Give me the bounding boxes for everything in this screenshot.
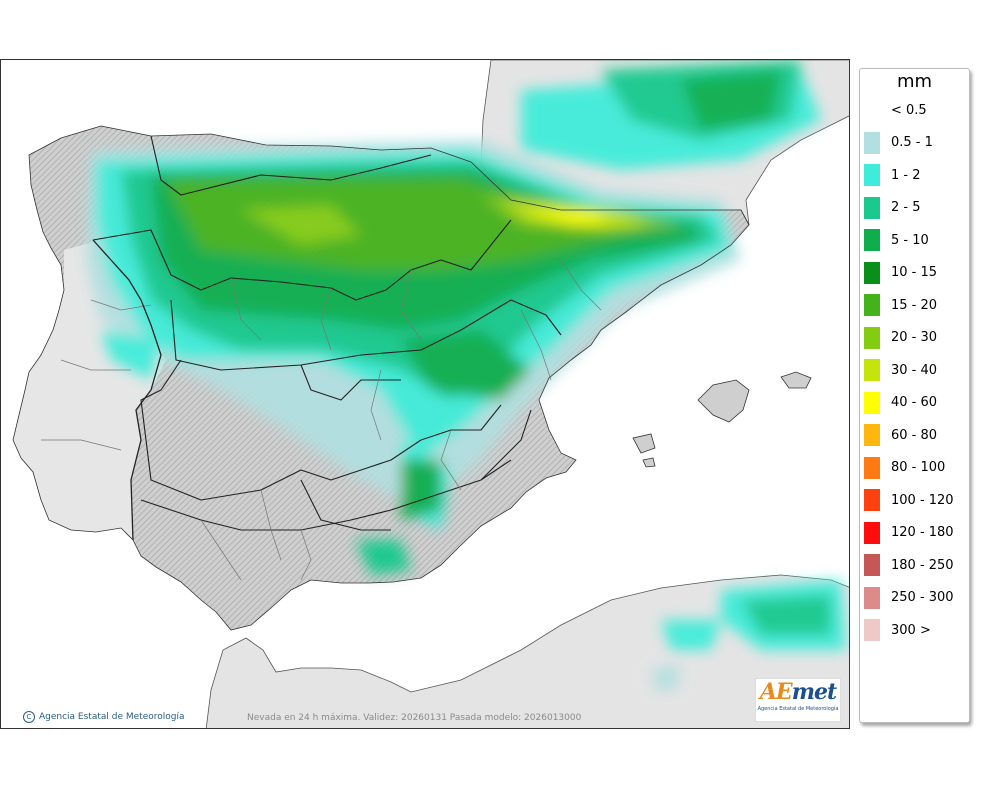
- copyright-icon: C: [23, 711, 35, 723]
- legend-label: 10 - 15: [891, 265, 938, 280]
- legend-swatch: [864, 164, 880, 186]
- legend-swatch: [864, 294, 880, 316]
- legend-item: 2 - 5: [864, 196, 921, 219]
- portugal-border: [92, 239, 162, 541]
- legend-swatch: [864, 359, 880, 381]
- legend-label: 40 - 60: [891, 395, 938, 410]
- legend-swatch: [864, 196, 880, 219]
- legend-item: 30 - 40: [864, 359, 937, 381]
- legend-swatch: [864, 326, 880, 349]
- legend-item: 80 - 100: [864, 456, 946, 479]
- legend-item: 300 >: [864, 619, 931, 641]
- legend-swatch: [864, 521, 880, 544]
- legend-item: 250 - 300: [864, 586, 954, 609]
- legend-swatch: [864, 261, 880, 284]
- legend-swatch: [864, 619, 880, 641]
- legend-label: 2 - 5: [891, 200, 921, 215]
- legend-item: 100 - 120: [864, 489, 954, 511]
- snowfall-map: C Agencia Estatal de Meteorología Nevada…: [0, 59, 850, 729]
- legend-label: 80 - 100: [891, 460, 946, 475]
- legend-label: 30 - 40: [891, 362, 938, 378]
- legend-label: 250 - 300: [891, 590, 954, 605]
- snowfall-layer: [86, 60, 846, 690]
- legend-item: 40 - 60: [864, 391, 938, 414]
- credit-text: Agencia Estatal de Meteorología: [39, 712, 185, 722]
- legend-label: 120 - 180: [891, 525, 954, 540]
- aemet-logo: AEmet Agencia Estatal de Meteorología: [755, 678, 841, 722]
- legend-item: 15 - 20: [864, 294, 937, 316]
- legend-swatch: [864, 554, 880, 576]
- province-borders: [41, 259, 602, 581]
- africa-landmass: [205, 574, 849, 728]
- legend-label: 20 - 30: [891, 330, 938, 345]
- balearic-islands: [632, 371, 812, 468]
- legend-swatch: [864, 489, 880, 511]
- legend-item: < 0.5: [864, 99, 927, 121]
- legend-label: 5 - 10: [891, 232, 929, 248]
- validity-note: Nevada en 24 h máxima. Validez: 20260131…: [247, 713, 582, 723]
- legend-swatch: [864, 391, 880, 414]
- legend-item: 180 - 250: [864, 554, 954, 576]
- legend-item: 20 - 30: [864, 326, 938, 349]
- legend-swatch: [864, 586, 880, 609]
- legend-swatch: [864, 99, 880, 121]
- logo-mark: AEmet: [759, 679, 837, 705]
- legend-item: 120 - 180: [864, 521, 954, 544]
- legend-panel: mm < 0.5 0.5 - 1 1 - 2 2 - 5 5 - 10 10 - 15 15…: [859, 68, 970, 723]
- logo-subtitle: Agencia Estatal de Meteorología: [757, 706, 839, 712]
- legend-label: 180 - 250: [891, 557, 954, 573]
- legend-label: 60 - 80: [891, 427, 938, 443]
- legend-item: 1 - 2: [864, 164, 921, 186]
- legend-label: < 0.5: [891, 102, 927, 118]
- legend-label: 15 - 20: [891, 297, 938, 313]
- legend-item: 5 - 10: [864, 229, 929, 251]
- legend-label: 300 >: [891, 622, 931, 638]
- legend-swatch: [864, 456, 880, 479]
- legend-swatch: [864, 229, 880, 251]
- credit-label: C Agencia Estatal de Meteorología: [23, 711, 185, 723]
- legend-label: 1 - 2: [891, 167, 921, 183]
- region-borders: [92, 135, 562, 531]
- legend-swatch: [864, 424, 880, 446]
- legend-label: 0.5 - 1: [891, 135, 933, 150]
- legend-item: 10 - 15: [864, 261, 938, 284]
- legend-item: 60 - 80: [864, 424, 937, 446]
- map-canvas: [12, 60, 849, 728]
- legend-unit: mm: [896, 71, 933, 92]
- legend-item: 0.5 - 1: [864, 131, 933, 154]
- legend-swatch: [864, 131, 880, 154]
- legend-label: 100 - 120: [891, 492, 954, 508]
